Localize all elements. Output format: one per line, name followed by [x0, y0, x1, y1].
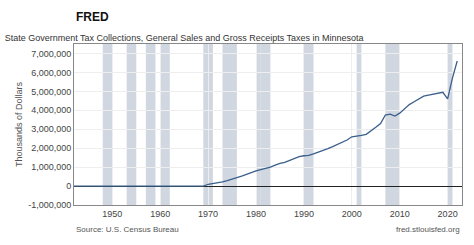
svg-text:1980: 1980 — [246, 209, 266, 219]
svg-text:1960: 1960 — [150, 209, 170, 219]
svg-text:1970: 1970 — [198, 209, 218, 219]
svg-text:4,000,000: 4,000,000 — [31, 105, 71, 115]
svg-text:Thousands of Dollars: Thousands of Dollars — [14, 81, 24, 167]
svg-text:0: 0 — [66, 181, 71, 191]
svg-text:1950: 1950 — [102, 209, 122, 219]
svg-text:-1,000,000: -1,000,000 — [28, 200, 71, 210]
svg-text:Source: U.S. Census Bureau: Source: U.S. Census Bureau — [76, 225, 179, 234]
svg-text:FRED: FRED — [76, 10, 109, 24]
svg-text:2000: 2000 — [342, 209, 362, 219]
svg-text:3,000,000: 3,000,000 — [31, 124, 71, 134]
svg-text:2020: 2020 — [438, 209, 458, 219]
svg-text:6,000,000: 6,000,000 — [31, 68, 71, 78]
svg-text:2010: 2010 — [390, 209, 410, 219]
svg-text:State Government Tax Collectio: State Government Tax Collections, Genera… — [5, 33, 364, 43]
svg-text:1,000,000: 1,000,000 — [31, 162, 71, 172]
svg-text:7,000,000: 7,000,000 — [31, 49, 71, 59]
svg-text:5,000,000: 5,000,000 — [31, 87, 71, 97]
svg-text:fred.stlouisfed.org: fred.stlouisfed.org — [396, 225, 460, 234]
svg-text:1990: 1990 — [294, 209, 314, 219]
svg-text:2,000,000: 2,000,000 — [31, 143, 71, 153]
